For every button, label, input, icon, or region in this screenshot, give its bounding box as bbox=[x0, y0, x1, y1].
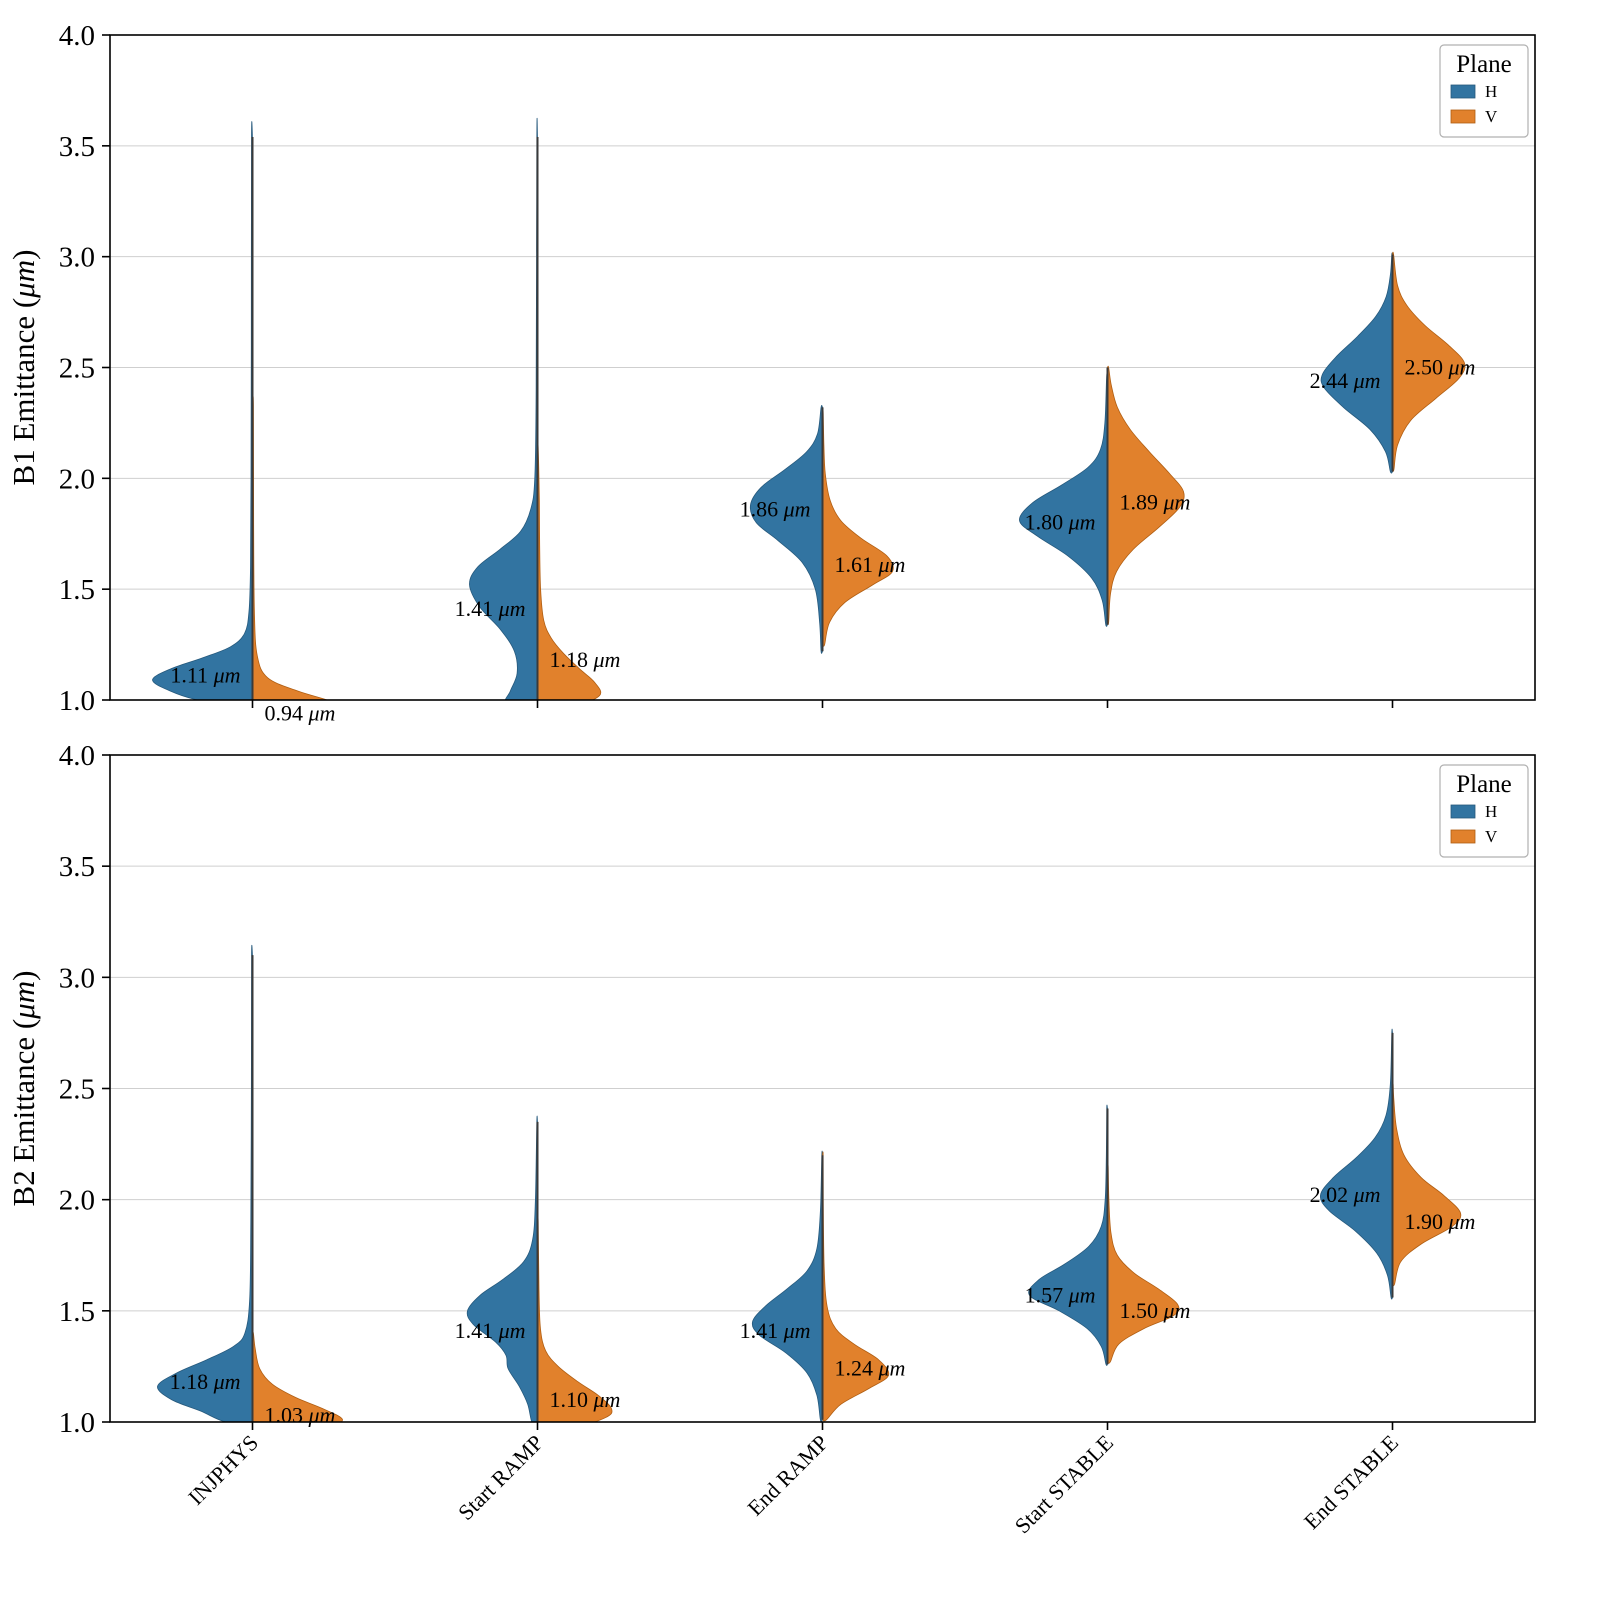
legend-label-h: H bbox=[1485, 802, 1497, 821]
legend-label-v: V bbox=[1485, 827, 1498, 846]
mean-annotation-v: 1.90 μm bbox=[1405, 1209, 1476, 1234]
y-tick-label: 3.5 bbox=[59, 851, 95, 883]
y-tick-label: 3.5 bbox=[59, 131, 95, 163]
mean-annotation-h: 1.41 μm bbox=[455, 1318, 526, 1343]
y-tick-label: 2.5 bbox=[59, 353, 95, 385]
legend-swatch-v bbox=[1450, 829, 1476, 844]
mean-annotation-h: 1.57 μm bbox=[1025, 1282, 1096, 1307]
violin-half-h bbox=[469, 117, 538, 700]
violin-half-v bbox=[537, 1216, 613, 1422]
x-tick-label: Start RAMP bbox=[453, 1430, 548, 1525]
violin-half-h bbox=[1019, 372, 1108, 627]
mean-annotation-v: 1.50 μm bbox=[1120, 1298, 1191, 1323]
violin-start-ramp bbox=[466, 1115, 613, 1422]
x-tick-label: INJPHYS bbox=[183, 1430, 263, 1510]
legend-title: Plane bbox=[1456, 771, 1512, 798]
violin-start-ramp bbox=[469, 117, 602, 700]
legend-label-h: H bbox=[1485, 82, 1497, 101]
x-tick-label: End RAMP bbox=[742, 1430, 833, 1521]
x-axis: INJPHYS Start RAMP End RAMP Start STABLE End… bbox=[183, 1422, 1403, 1538]
violin-end-ramp bbox=[751, 1150, 890, 1422]
violin-half-h bbox=[1320, 1028, 1393, 1300]
y-tick-label: 1.5 bbox=[59, 1296, 95, 1328]
violin-half-v bbox=[252, 1331, 343, 1422]
violin-half-h bbox=[152, 121, 253, 700]
legend-swatch-v bbox=[1450, 109, 1476, 124]
y-axis: 1.0 1.5 2.0 2.5 3.0 3.5 4.0 bbox=[59, 740, 110, 1439]
y-tick-label: 4.0 bbox=[59, 20, 95, 52]
y-tick-label: 1.0 bbox=[59, 1407, 95, 1439]
violin-half-v bbox=[1392, 251, 1466, 472]
violin-injphys bbox=[152, 121, 329, 700]
violin-start-stable bbox=[1028, 1104, 1180, 1366]
mean-annotation-v: 1.18 μm bbox=[550, 647, 621, 672]
mean-annotation-v: 1.10 μm bbox=[550, 1387, 621, 1412]
violin-half-h bbox=[1028, 1104, 1108, 1366]
legend: Plane HV bbox=[1439, 44, 1529, 138]
x-tick-label: Start STABLE bbox=[1010, 1430, 1118, 1538]
annotations-layer: 1.18 μm 1.03 μm 1.41 μm 1.10 μm 1.41 μm 1.24 … bbox=[170, 1182, 1476, 1427]
mean-annotation-v: 1.24 μm bbox=[835, 1356, 906, 1381]
violin-half-h bbox=[466, 1115, 538, 1422]
y-tick-label: 2.0 bbox=[59, 1185, 95, 1217]
legend-label-v: V bbox=[1485, 107, 1498, 126]
mean-annotation-h: 1.11 μm bbox=[170, 663, 240, 688]
y-tick-label: 3.0 bbox=[59, 242, 95, 274]
mean-annotation-v: 0.94 μm bbox=[265, 700, 336, 725]
legend-swatch-h bbox=[1450, 804, 1476, 819]
violin-half-h bbox=[749, 405, 823, 654]
y-tick-label: 1.5 bbox=[59, 574, 95, 606]
violin-half-v bbox=[1392, 1082, 1462, 1287]
panel-b1: 1.11 μm 0.94 μm 1.41 μm 1.18 μm 1.86 μm 1.61 … bbox=[6, 20, 1536, 726]
violin-end-ramp bbox=[749, 405, 894, 654]
y-tick-label: 1.0 bbox=[59, 685, 95, 717]
violins-layer bbox=[152, 117, 1466, 700]
violin-half-v bbox=[822, 408, 894, 647]
y-tick-label: 4.0 bbox=[59, 740, 95, 772]
mean-annotation-h: 2.02 μm bbox=[1310, 1182, 1381, 1207]
violin-half-v bbox=[1107, 365, 1185, 625]
mean-annotation-v: 2.50 μm bbox=[1405, 355, 1476, 380]
violins-layer bbox=[157, 944, 1462, 1422]
y-axis: 1.0 1.5 2.0 2.5 3.0 3.5 4.0 bbox=[59, 20, 110, 717]
violin-end-stable bbox=[1320, 1028, 1462, 1300]
violin-half-v bbox=[1107, 1163, 1180, 1364]
y-tick-label: 2.5 bbox=[59, 1074, 95, 1106]
legend: Plane HV bbox=[1439, 764, 1529, 858]
violin-half-h bbox=[157, 944, 253, 1422]
violin-half-v bbox=[252, 396, 329, 700]
violin-half-v bbox=[537, 443, 602, 700]
mean-annotation-v: 1.89 μm bbox=[1120, 490, 1191, 515]
panel-b2: 1.18 μm 1.03 μm 1.41 μm 1.10 μm 1.41 μm 1.24 … bbox=[6, 740, 1536, 1538]
violin-injphys bbox=[157, 944, 343, 1422]
y-axis-label: B2 Emittance (μm) bbox=[6, 971, 41, 1207]
mean-annotation-h: 1.18 μm bbox=[170, 1369, 241, 1394]
y-tick-label: 3.0 bbox=[59, 962, 95, 994]
mean-annotation-h: 2.44 μm bbox=[1310, 368, 1381, 393]
mean-annotation-h: 1.86 μm bbox=[740, 496, 811, 521]
violin-half-h bbox=[751, 1150, 823, 1422]
violin-half-h bbox=[1320, 252, 1393, 474]
legend-swatch-h bbox=[1450, 84, 1476, 99]
y-axis-label: B1 Emittance (μm) bbox=[6, 250, 41, 486]
x-axis bbox=[251, 700, 1394, 708]
y-tick-label: 2.0 bbox=[59, 463, 95, 495]
mean-annotation-h: 1.41 μm bbox=[740, 1318, 811, 1343]
mean-annotation-v: 1.03 μm bbox=[265, 1402, 336, 1427]
annotations-layer: 1.11 μm 0.94 μm 1.41 μm 1.18 μm 1.86 μm 1.61 … bbox=[170, 355, 1475, 726]
legend-title: Plane bbox=[1456, 51, 1512, 78]
mean-annotation-v: 1.61 μm bbox=[835, 552, 906, 577]
x-tick-label: End STABLE bbox=[1299, 1430, 1403, 1534]
violin-start-stable bbox=[1019, 365, 1185, 627]
mean-annotation-h: 1.41 μm bbox=[455, 596, 526, 621]
mean-annotation-h: 1.80 μm bbox=[1025, 510, 1096, 535]
violin-end-stable bbox=[1320, 251, 1466, 474]
